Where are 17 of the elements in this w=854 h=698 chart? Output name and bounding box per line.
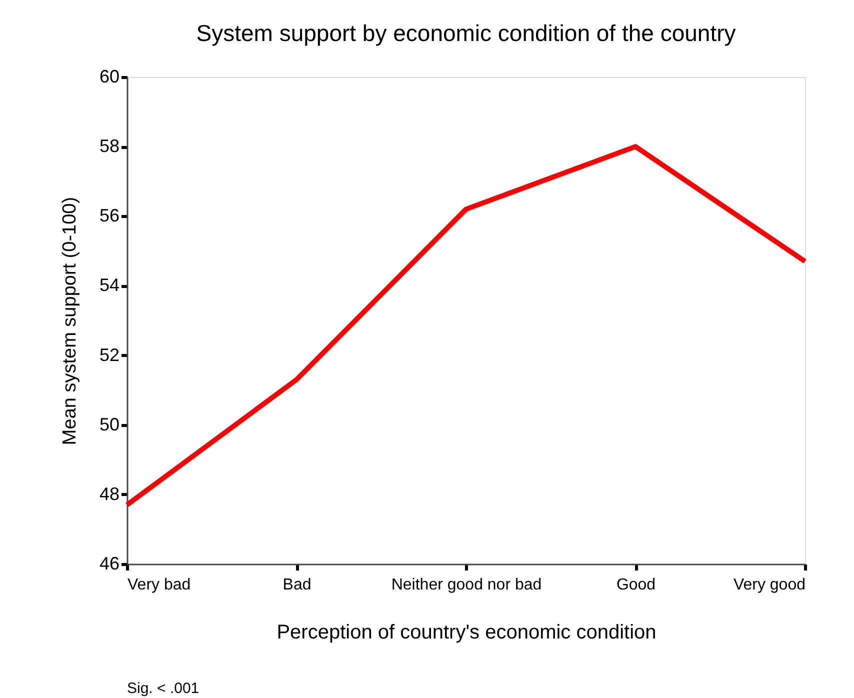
x-tick-label: Bad bbox=[282, 576, 312, 594]
y-tick-label: 60 bbox=[99, 66, 120, 86]
chart-title: System support by economic condition of the country bbox=[196, 20, 736, 46]
y-tick-label: 50 bbox=[99, 414, 120, 434]
y-tick-label: 48 bbox=[99, 484, 120, 504]
y-axis-title: Mean system support (0-100) bbox=[59, 196, 80, 446]
text: Sig. < .001 bbox=[127, 680, 200, 697]
x-tick-label: Very bad bbox=[128, 576, 191, 594]
y-tick-label: 46 bbox=[99, 554, 120, 574]
y-tick-label: 52 bbox=[99, 344, 120, 365]
y-tick-label: 58 bbox=[99, 136, 120, 156]
x-tick-label: Very good bbox=[733, 576, 806, 594]
y-tick-label: 56 bbox=[99, 206, 120, 226]
x-tick-label: Good bbox=[616, 576, 656, 594]
x-tick-label: Neither good nor bad bbox=[391, 576, 542, 594]
y-tick-label: 54 bbox=[99, 275, 120, 296]
x-axis-title: Perception of country's economic condition bbox=[276, 622, 656, 644]
